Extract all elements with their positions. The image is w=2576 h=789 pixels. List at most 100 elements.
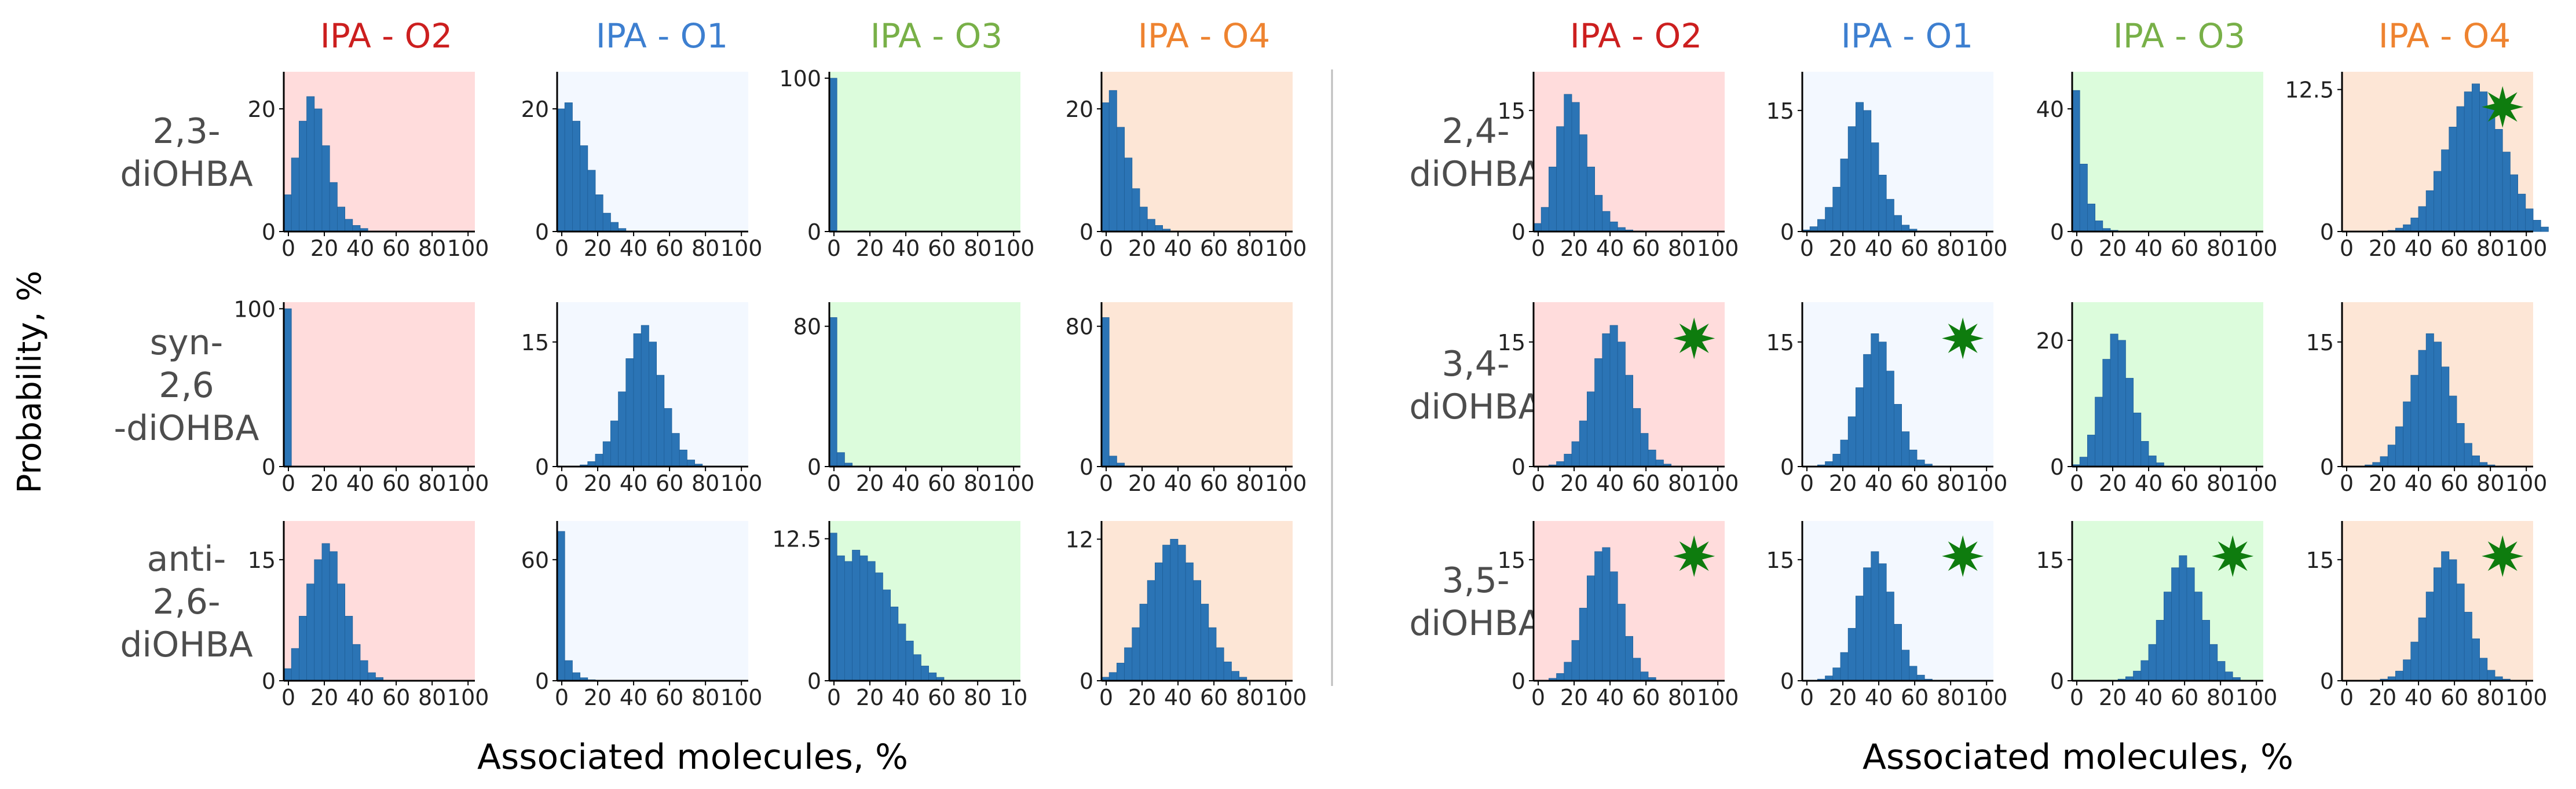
x-tick-label: 20	[310, 685, 338, 710]
y-tick-label: 0	[2050, 219, 2064, 245]
x-tick-label: 20	[1829, 685, 1857, 710]
y-tick-label: 0	[2320, 454, 2334, 480]
histogram-bar	[829, 78, 837, 232]
left-row-label-2-line-1: 2,6-	[152, 582, 220, 622]
histogram-bar	[1564, 662, 1572, 681]
x-tick-label: 60	[1200, 236, 1228, 261]
x-tick-label: 60	[2171, 685, 2198, 710]
x-tick-label: 20	[2369, 471, 2396, 496]
x-tick-label: 20	[856, 236, 884, 261]
left-row-label-1-line-1: 2,6	[159, 365, 214, 406]
histogram-bar	[1878, 563, 1887, 681]
histogram-bar	[1609, 571, 1618, 681]
right-row-label-0-line-1: diOHBA	[1409, 154, 1542, 195]
x-tick-label: 60	[2440, 685, 2468, 710]
y-tick-label: 15	[1498, 330, 1525, 355]
histogram-bar	[1878, 342, 1887, 467]
x-tick-label: 20	[1128, 685, 1156, 710]
x-tick-label: 0	[2070, 471, 2084, 496]
right-histogram-r1-o3: 0 20 40 60 80 100 0 20	[2036, 302, 2277, 496]
histogram-bar	[572, 672, 581, 681]
y-tick-label: 80	[1066, 314, 1093, 340]
histogram-bar	[2494, 129, 2503, 232]
right-column-title-o2: IPA - O2	[1570, 16, 1702, 56]
histogram-bar	[2079, 164, 2088, 232]
y-tick-label: 0	[1080, 669, 1093, 694]
x-tick-label: 0	[2340, 236, 2354, 261]
y-tick-label: 20	[1066, 97, 1093, 122]
right-column-title-o3: IPA - O3	[2113, 16, 2245, 56]
histogram-bar	[314, 108, 323, 232]
right-column-title-o1: IPA - O1	[1841, 16, 1973, 56]
histogram-bar	[1541, 207, 1549, 232]
histogram-bar	[656, 375, 665, 467]
star-icon	[1942, 317, 1984, 359]
y-tick-label: 0	[2050, 669, 2064, 694]
x-tick-label: 0	[2340, 685, 2354, 710]
x-tick-label: 100	[447, 471, 489, 496]
histogram-bar	[2087, 203, 2095, 232]
plot-background	[1102, 302, 1293, 467]
x-tick-label: 0	[1099, 236, 1113, 261]
x-tick-label: 100	[2505, 685, 2548, 710]
histogram-bar	[829, 317, 837, 467]
histogram-bar	[2525, 208, 2534, 232]
left-histogram-r0-o2: 0 20 40 60 80 100 0 20	[248, 72, 489, 261]
histogram-bar	[890, 607, 899, 681]
x-tick-label: 0	[827, 685, 841, 710]
histogram-bar	[1617, 604, 1626, 681]
x-tick-label: 60	[928, 685, 956, 710]
x-tick-label: 100	[1966, 471, 2008, 496]
histogram-bar	[671, 433, 680, 467]
histogram-bar	[1886, 199, 1894, 232]
histogram-bar	[1101, 317, 1110, 467]
y-tick-label: 15	[521, 330, 549, 355]
x-tick-label: 80	[2207, 236, 2234, 261]
left-row-label-0-line-1: diOHBA	[120, 154, 253, 195]
y-tick-label: 12	[1066, 527, 1093, 552]
x-tick-label: 40	[1865, 471, 1893, 496]
histogram-bar	[1863, 567, 1872, 681]
y-tick-label: 20	[2036, 328, 2064, 354]
x-tick-label: 40	[1865, 685, 1893, 710]
y-tick-label: 15	[1498, 98, 1525, 124]
histogram-bar	[1840, 439, 1849, 467]
y-tick-label: 100	[779, 66, 821, 91]
y-tick-label: 0	[535, 669, 549, 694]
histogram-bar	[337, 207, 346, 232]
x-tick-label: 0	[2340, 471, 2354, 496]
histogram-bar	[557, 531, 565, 681]
histogram-bar	[1886, 592, 1894, 681]
histogram-bar	[1871, 333, 1879, 467]
histogram-bar	[329, 182, 338, 232]
histogram-bar	[2380, 456, 2388, 467]
histogram-bar	[2449, 395, 2457, 467]
x-tick-label: 100	[2505, 471, 2548, 496]
x-tick-label: 80	[418, 471, 446, 496]
x-tick-label: 100	[993, 471, 1035, 496]
y-tick-label: 0	[807, 669, 821, 694]
y-tick-label: 15	[1766, 548, 1794, 573]
histogram-bar	[2095, 397, 2103, 467]
histogram-bar	[1847, 416, 1856, 467]
x-tick-label: 60	[2171, 236, 2198, 261]
histogram-bar	[2533, 219, 2541, 232]
plot-background	[829, 72, 1020, 232]
histogram-bar	[1185, 562, 1194, 681]
histogram-bar	[306, 584, 315, 681]
histogram-bar	[595, 195, 603, 232]
x-tick-label: 80	[1937, 685, 1964, 710]
histogram-bar	[1609, 325, 1618, 467]
histogram-bar	[2395, 426, 2403, 467]
x-tick-label: 40	[346, 236, 374, 261]
histogram-bar	[321, 145, 330, 232]
histogram-bar	[2425, 333, 2434, 467]
y-tick-label: 0	[807, 219, 821, 245]
x-tick-label: 20	[1829, 471, 1857, 496]
x-tick-label: 40	[2405, 236, 2432, 261]
right-histogram-r0-o3: 0 20 40 60 80 100 0 40	[2036, 72, 2277, 261]
y-tick-label: 0	[2050, 454, 2064, 480]
histogram-bar	[1192, 580, 1201, 681]
y-tick-label: 0	[1512, 454, 1525, 480]
right-histogram-r2-o2: 0 20 40 60 80 100 0 15	[1498, 521, 1739, 710]
